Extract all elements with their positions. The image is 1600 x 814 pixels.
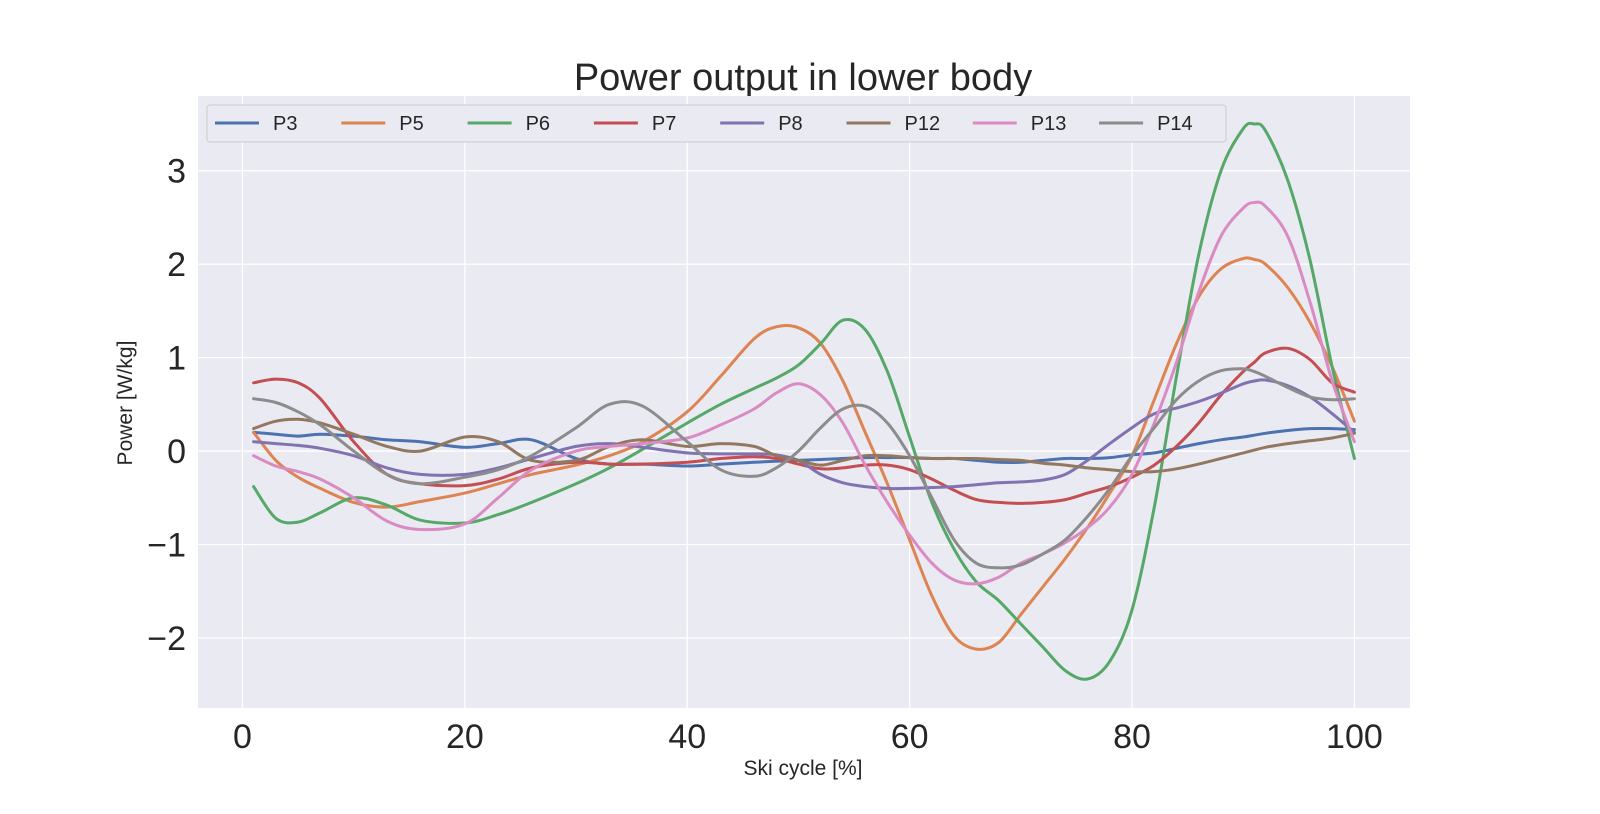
series-line-p6 <box>252 121 1356 681</box>
legend-frame <box>206 104 1227 143</box>
y-tick-label: −1 <box>147 526 186 564</box>
y-tick-label: 3 <box>167 153 186 191</box>
x-tick-label: 100 <box>1326 718 1383 756</box>
x-tick-label: 20 <box>446 718 484 756</box>
legend-label: P14 <box>1157 113 1193 135</box>
y-tick-label: −2 <box>147 620 186 658</box>
y-tick-label: 2 <box>167 246 186 284</box>
series-line-p7 <box>252 346 1356 505</box>
series-line-p13 <box>252 200 1356 586</box>
y-tick-label: 1 <box>167 340 186 378</box>
grid-lines <box>198 96 1410 708</box>
plot-area <box>198 96 1410 708</box>
legend-label: P6 <box>526 113 550 135</box>
x-tick-labels: 0 20 40 60 80 100 <box>233 718 1383 756</box>
y-tick-labels: −2 −1 0 1 2 3 <box>147 153 186 658</box>
legend-label: P3 <box>273 113 297 135</box>
legend-label: P7 <box>652 113 676 135</box>
series-line-p5 <box>252 256 1356 651</box>
series-line-p12 <box>252 417 1356 474</box>
y-axis-label: Power [W/kg] <box>114 341 137 466</box>
x-tick-label: 60 <box>891 718 929 756</box>
x-axis-label: Ski cycle [%] <box>743 757 862 780</box>
legend-label: P8 <box>778 113 802 135</box>
y-tick-label: 0 <box>167 433 186 471</box>
x-tick-label: 0 <box>233 718 252 756</box>
x-tick-label: 80 <box>1113 718 1151 756</box>
x-tick-label: 40 <box>668 718 706 756</box>
legend-label: P12 <box>905 113 941 135</box>
legend-label: P13 <box>1031 113 1067 135</box>
legend-label: P5 <box>399 113 423 135</box>
legend: P3 P5 P6 P7 P8 P12 P13 P14 <box>206 104 1227 143</box>
series-lines <box>252 121 1356 681</box>
chart-title: Power output in lower body <box>574 57 1032 99</box>
series-line-p8 <box>252 378 1356 491</box>
series-line-p14 <box>252 367 1356 570</box>
